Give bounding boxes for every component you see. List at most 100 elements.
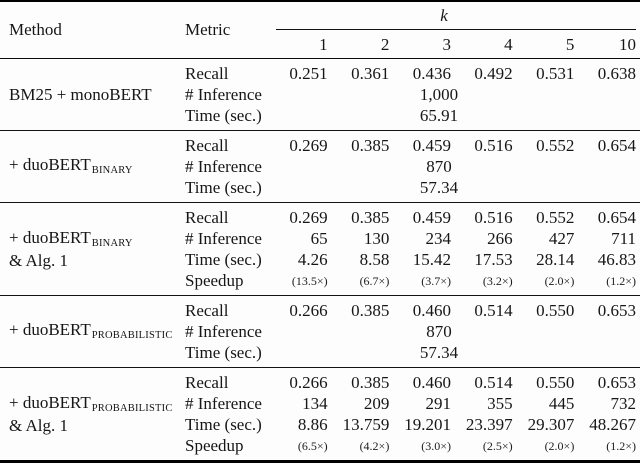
- k-column-header: 10: [619, 35, 636, 54]
- value-cell: 0.251: [289, 64, 328, 83]
- method-subscript: PROBABILISTIC: [91, 402, 173, 414]
- value-cell: 0.385: [351, 373, 390, 392]
- method-name-line2: & Alg. 1: [9, 250, 69, 270]
- method-name: BM25 + monoBERT: [9, 85, 185, 105]
- method-name-text: + duoBERT: [9, 227, 91, 247]
- method-block: + duoBERTBINARY Recall 0.269 0.385 0.459 0.51…: [0, 130, 640, 202]
- value-cell: 0.269: [289, 136, 328, 155]
- span-value-cell: 870: [426, 322, 452, 341]
- value-cell: 19.201: [404, 415, 451, 434]
- metric-label: Time (sec.): [185, 343, 262, 362]
- value-cell: 0.460: [412, 301, 451, 320]
- value-cell: 266: [487, 229, 513, 248]
- method-subscript: PROBABILISTIC: [91, 330, 173, 341]
- value-cell: 65: [310, 229, 328, 248]
- value-cell: (2.5×): [482, 439, 513, 453]
- value-cell: 8.58: [359, 250, 390, 269]
- method-cell: + duoBERTPROBABILISTIC & Alg. 1: [0, 372, 185, 456]
- method-cell: + duoBERTPROBABILISTIC: [0, 300, 185, 363]
- method-name-text: + duoBERT: [9, 155, 91, 174]
- value-cell: 0.266: [289, 301, 328, 320]
- metric-label: # Inference: [185, 229, 262, 248]
- value-cell: 0.266: [289, 373, 328, 392]
- span-value-cell: 57.34: [419, 343, 459, 362]
- value-cell: 0.638: [597, 64, 636, 83]
- metric-label: Time (sec.): [185, 106, 262, 125]
- value-cell: 0.653: [597, 301, 636, 320]
- value-cell: 0.552: [536, 208, 575, 227]
- metric-label: Recall: [185, 301, 229, 320]
- value-cell: 209: [363, 394, 390, 413]
- value-cell: 28.14: [536, 250, 575, 269]
- metric-label: Recall: [185, 373, 229, 392]
- value-cell: 0.516: [474, 208, 513, 227]
- value-cell: 0.269: [289, 208, 328, 227]
- metric-column-header: Metric: [185, 20, 231, 39]
- metric-label: Speedup: [185, 436, 244, 455]
- value-cell: 0.531: [536, 64, 575, 83]
- value-cell: 0.654: [597, 136, 636, 155]
- method-name-text: + duoBERT: [9, 320, 91, 339]
- method-cell: + duoBERTBINARY: [0, 135, 185, 198]
- metric-label: # Inference: [185, 157, 262, 176]
- method-name-text: + duoBERT: [9, 392, 91, 412]
- metric-label: # Inference: [185, 85, 262, 104]
- value-cell: 0.654: [597, 208, 636, 227]
- method-block: + duoBERTBINARY & Alg. 1 Recall 0.269 0.385 0…: [0, 202, 640, 295]
- method-subscript: BINARY: [91, 237, 133, 249]
- method-block: + duoBERTPROBABILISTIC & Alg. 1 Recall 0.26…: [0, 367, 640, 460]
- span-value-cell: 1,000: [419, 85, 459, 104]
- value-cell: 0.459: [412, 136, 451, 155]
- value-cell: 8.86: [297, 415, 328, 434]
- metric-label: Speedup: [185, 271, 244, 290]
- value-cell: 0.514: [474, 301, 513, 320]
- method-cell: BM25 + monoBERT: [0, 63, 185, 126]
- value-cell: 291: [425, 394, 452, 413]
- value-cell: 0.361: [351, 64, 390, 83]
- value-cell: 732: [610, 394, 637, 413]
- value-cell: 48.267: [589, 415, 636, 434]
- value-cell: (1.2×): [606, 439, 636, 453]
- value-cell: 0.436: [412, 64, 451, 83]
- table-header: Method Metric k 1 2 3 4 5 10: [0, 2, 640, 59]
- value-cell: 4.26: [297, 250, 328, 269]
- value-cell: (2.0×): [544, 274, 575, 288]
- method-name-line2: & Alg. 1: [9, 415, 69, 435]
- value-cell: 0.385: [351, 136, 390, 155]
- span-value-cell: 57.34: [419, 178, 459, 197]
- table-body: BM25 + monoBERT Recall 0.251 0.361 0.436 0.49…: [0, 59, 640, 460]
- k-column-header: 5: [565, 35, 575, 54]
- value-cell: (2.0×): [544, 439, 575, 453]
- value-cell: (3.2×): [482, 274, 513, 288]
- k-column-header: 3: [442, 35, 452, 54]
- value-cell: 0.552: [536, 136, 575, 155]
- span-value-cell: 65.91: [419, 106, 459, 125]
- value-cell: 0.550: [536, 301, 575, 320]
- method-name-text: BM25 + monoBERT: [9, 84, 152, 104]
- method-name: + duoBERTPROBABILISTIC: [9, 320, 185, 343]
- value-cell: (3.7×): [421, 274, 451, 288]
- value-cell: (6.7×): [359, 274, 390, 288]
- value-cell: 711: [611, 229, 636, 248]
- metric-label: Time (sec.): [185, 178, 262, 197]
- value-cell: 427: [548, 229, 575, 248]
- method-name: + duoBERTPROBABILISTIC: [9, 393, 185, 416]
- method-block: BM25 + monoBERT Recall 0.251 0.361 0.436 0.49…: [0, 59, 640, 130]
- value-cell: 130: [363, 229, 390, 248]
- value-cell: 0.385: [351, 208, 390, 227]
- value-cell: 134: [302, 394, 328, 413]
- value-cell: 0.492: [474, 64, 513, 83]
- span-value-cell: 870: [426, 157, 452, 176]
- value-cell: 0.550: [536, 373, 575, 392]
- value-cell: 46.83: [597, 250, 636, 269]
- value-cell: 23.397: [465, 415, 513, 434]
- value-cell: 13.759: [342, 415, 390, 434]
- value-cell: 234: [425, 229, 452, 248]
- method-cell: + duoBERTBINARY & Alg. 1: [0, 207, 185, 291]
- value-cell: 0.514: [474, 373, 513, 392]
- value-cell: 0.385: [351, 301, 390, 320]
- value-cell: 17.53: [474, 250, 513, 269]
- value-cell: (4.2×): [359, 439, 390, 453]
- value-cell: (1.2×): [606, 274, 636, 288]
